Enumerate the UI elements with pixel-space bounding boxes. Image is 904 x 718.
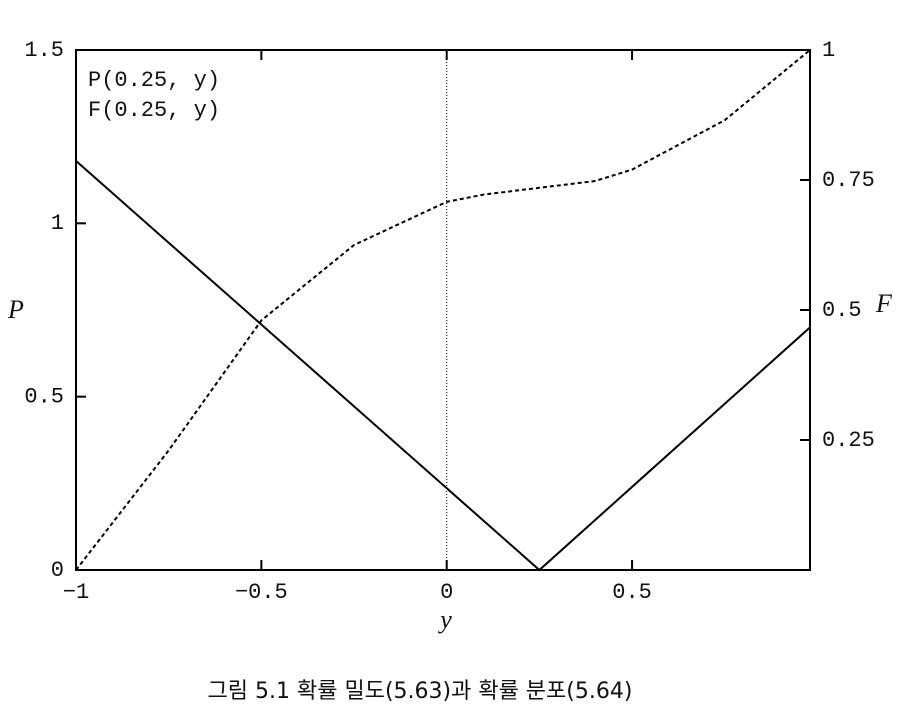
- y-axis-label: P: [7, 295, 24, 324]
- legend-label: F(0.25, y): [88, 98, 220, 123]
- y2-tick-label: 0.5: [822, 298, 862, 323]
- x-tick-label: −1: [63, 580, 89, 605]
- legend-label: P(0.25, y): [88, 68, 220, 93]
- y-tick-label: 0.5: [24, 384, 64, 409]
- x-tick-label: −0.5: [235, 580, 288, 605]
- x-tick-label: 0: [440, 580, 453, 605]
- y-tick-label: 1.5: [24, 38, 64, 63]
- y2-axis-label: F: [875, 289, 893, 318]
- y2-tick-label: 0.75: [822, 168, 875, 193]
- caption: 그림 5.1 확률 밀도(5.63)과 확률 분포(5.64): [208, 679, 633, 704]
- y-tick-label: 0: [51, 558, 64, 583]
- plot-frame: [75, 49, 811, 571]
- x-axis-label: y: [437, 605, 452, 634]
- series-line: [75, 49, 811, 571]
- y2-tick-label: 0.25: [822, 428, 875, 453]
- x-tick-label: 0.5: [612, 580, 652, 605]
- y-tick-label: 1: [51, 211, 64, 236]
- y2-tick-label: 1: [822, 38, 835, 63]
- series-line: [75, 160, 811, 572]
